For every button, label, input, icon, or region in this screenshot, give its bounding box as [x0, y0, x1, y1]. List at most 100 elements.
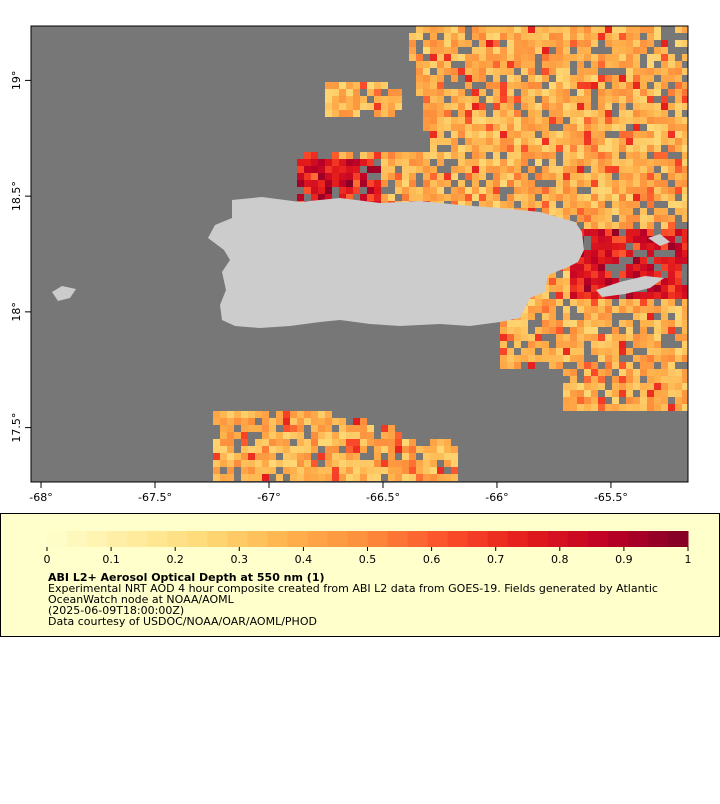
- aod-cell: [591, 201, 598, 208]
- aod-cell: [360, 474, 367, 481]
- aod-cell: [570, 327, 577, 334]
- aod-cell: [605, 194, 612, 201]
- aod-cell: [416, 467, 423, 474]
- aod-cell: [388, 425, 395, 432]
- aod-cell: [458, 110, 465, 117]
- aod-cell: [262, 418, 269, 425]
- aod-cell: [654, 180, 661, 187]
- aod-cell: [640, 159, 647, 166]
- aod-cell: [542, 355, 549, 362]
- aod-cell: [563, 334, 570, 341]
- aod-cell: [458, 131, 465, 138]
- aod-cell: [668, 229, 675, 236]
- aod-cell: [493, 117, 500, 124]
- aod-cell: [563, 33, 570, 40]
- aod-cell: [647, 96, 654, 103]
- aod-cell: [528, 89, 535, 96]
- aod-cell: [584, 75, 591, 82]
- aod-cell: [668, 75, 675, 82]
- aod-cell: [444, 194, 451, 201]
- aod-cell: [430, 152, 437, 159]
- aod-cell: [472, 54, 479, 61]
- aod-cell: [591, 348, 598, 355]
- aod-cell: [577, 40, 584, 47]
- aod-cell: [640, 173, 647, 180]
- aod-cell: [325, 474, 332, 481]
- aod-cell: [514, 152, 521, 159]
- aod-cell: [269, 439, 276, 446]
- aod-cell: [318, 467, 325, 474]
- aod-cell: [605, 145, 612, 152]
- aod-cell: [626, 250, 633, 257]
- aod-cell: [640, 327, 647, 334]
- aod-cell: [507, 152, 514, 159]
- aod-cell: [570, 341, 577, 348]
- aod-cell: [521, 201, 528, 208]
- aod-cell: [332, 418, 339, 425]
- aod-cell: [626, 180, 633, 187]
- aod-cell: [668, 327, 675, 334]
- aod-cell: [374, 460, 381, 467]
- aod-cell: [521, 355, 528, 362]
- aod-cell: [507, 173, 514, 180]
- aod-cell: [360, 425, 367, 432]
- aod-cell: [227, 439, 234, 446]
- aod-cell: [507, 201, 514, 208]
- aod-cell: [605, 75, 612, 82]
- aod-cell: [661, 187, 668, 194]
- aod-cell: [402, 187, 409, 194]
- aod-cell: [430, 103, 437, 110]
- aod-cell: [549, 201, 556, 208]
- colorbar-tick-label: 0.8: [551, 553, 569, 566]
- aod-cell: [493, 194, 500, 201]
- aod-cell: [514, 145, 521, 152]
- aod-cell: [633, 383, 640, 390]
- aod-cell: [353, 418, 360, 425]
- aod-cell: [654, 33, 661, 40]
- aod-cell: [535, 334, 542, 341]
- aod-cell: [549, 152, 556, 159]
- aod-cell: [416, 187, 423, 194]
- aod-cell: [458, 187, 465, 194]
- aod-cell: [507, 131, 514, 138]
- aod-cell: [458, 103, 465, 110]
- legend-line: OceanWatch node at NOAA/AOML: [48, 593, 235, 606]
- aod-cell: [675, 110, 682, 117]
- aod-cell: [598, 341, 605, 348]
- aod-cell: [577, 383, 584, 390]
- aod-cell: [437, 152, 444, 159]
- aod-cell: [626, 362, 633, 369]
- aod-cell: [416, 54, 423, 61]
- aod-cell: [661, 299, 668, 306]
- aod-cell: [458, 124, 465, 131]
- aod-cell: [423, 124, 430, 131]
- aod-cell: [654, 334, 661, 341]
- aod-cell: [423, 75, 430, 82]
- aod-cell: [661, 117, 668, 124]
- aod-cell: [458, 145, 465, 152]
- aod-cell: [367, 159, 374, 166]
- aod-cell: [472, 61, 479, 68]
- aod-cell: [332, 173, 339, 180]
- aod-cell: [598, 117, 605, 124]
- aod-cell: [654, 68, 661, 75]
- aod-cell: [626, 187, 633, 194]
- aod-cell: [570, 271, 577, 278]
- aod-cell: [395, 173, 402, 180]
- aod-cell: [318, 418, 325, 425]
- aod-cell: [654, 54, 661, 61]
- aod-cell: [577, 404, 584, 411]
- aod-cell: [332, 467, 339, 474]
- aod-cell: [437, 61, 444, 68]
- aod-cell: [612, 236, 619, 243]
- aod-cell: [619, 131, 626, 138]
- aod-cell: [423, 82, 430, 89]
- aod-cell: [577, 96, 584, 103]
- aod-cell: [521, 68, 528, 75]
- aod-cell: [577, 61, 584, 68]
- aod-cell: [584, 131, 591, 138]
- aod-cell: [437, 467, 444, 474]
- aod-cell: [612, 40, 619, 47]
- aod-cell: [255, 460, 262, 467]
- aod-cell: [451, 75, 458, 82]
